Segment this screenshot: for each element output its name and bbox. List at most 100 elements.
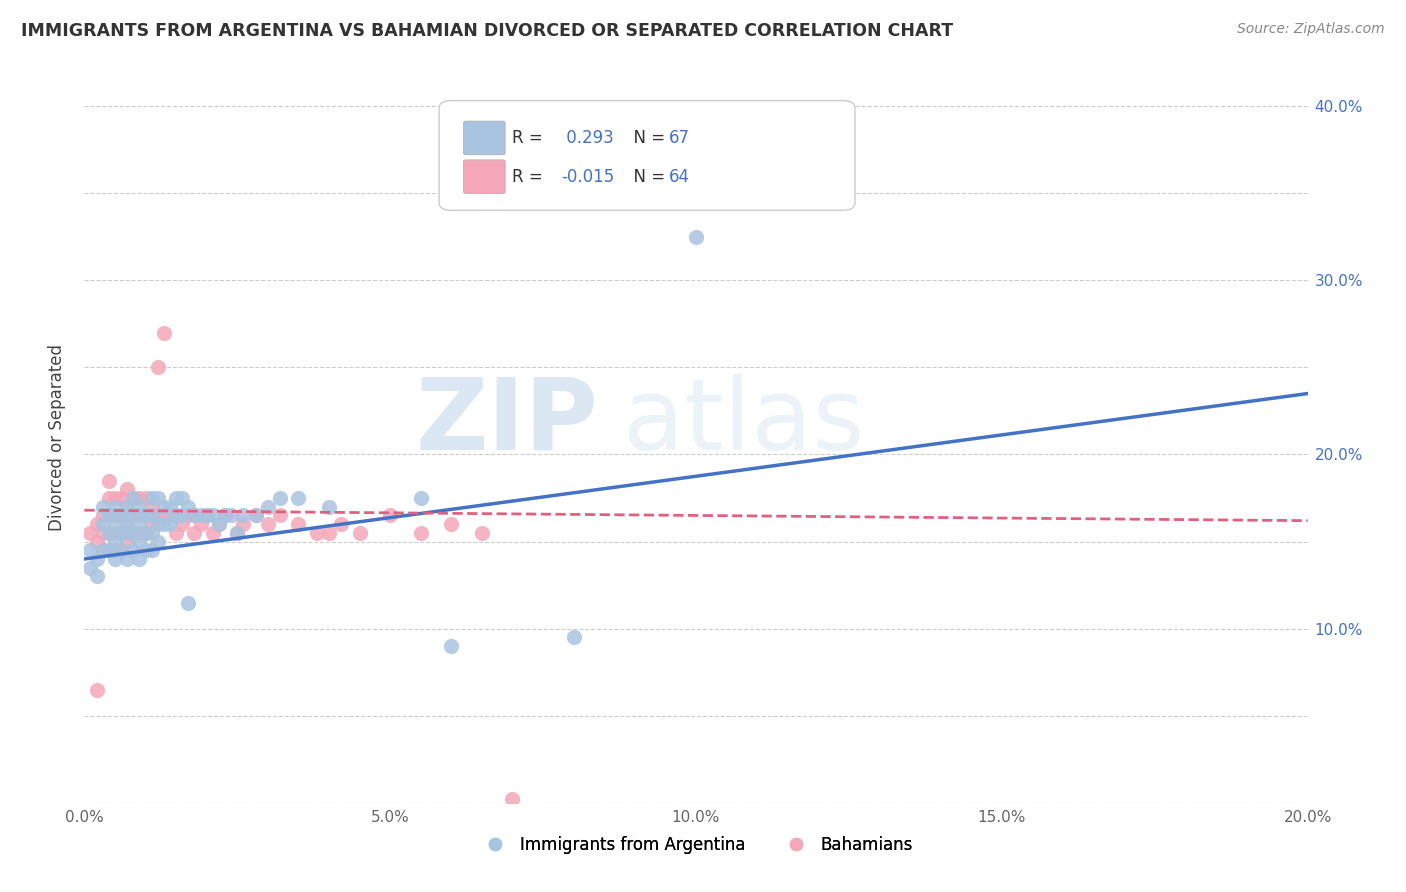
Point: [226, 525, 249, 540]
Text: R =: R =: [513, 168, 548, 186]
Point: [91, 543, 114, 558]
Point: [409, 525, 432, 540]
Point: [287, 517, 309, 532]
Point: [330, 517, 353, 532]
Point: [349, 525, 371, 540]
Point: [104, 525, 127, 540]
Text: R =: R =: [513, 129, 548, 147]
Point: [214, 508, 236, 523]
Point: [110, 491, 132, 505]
Point: [110, 508, 132, 523]
Point: [409, 491, 432, 505]
Point: [208, 517, 231, 532]
Point: [86, 552, 108, 566]
Point: [115, 483, 138, 497]
Point: [172, 517, 194, 532]
Point: [141, 517, 163, 532]
Point: [141, 500, 163, 514]
Point: [115, 517, 138, 532]
Text: N =: N =: [623, 168, 669, 186]
Point: [159, 508, 181, 523]
Point: [97, 508, 120, 523]
Point: [471, 525, 494, 540]
Text: ZIP: ZIP: [415, 374, 598, 471]
Point: [201, 525, 224, 540]
Point: [165, 508, 187, 523]
Point: [177, 500, 200, 514]
Point: [153, 500, 176, 514]
Point: [183, 508, 205, 523]
Point: [201, 508, 224, 523]
Point: [257, 500, 280, 514]
Point: [128, 500, 150, 514]
Point: [141, 543, 163, 558]
Point: [79, 543, 101, 558]
Point: [110, 508, 132, 523]
Legend: Immigrants from Argentina, Bahamians: Immigrants from Argentina, Bahamians: [472, 829, 920, 860]
Point: [153, 326, 176, 340]
Point: [245, 508, 267, 523]
Point: [122, 491, 145, 505]
Text: N =: N =: [623, 129, 669, 147]
Point: [153, 517, 176, 532]
Point: [141, 491, 163, 505]
FancyBboxPatch shape: [439, 101, 855, 211]
Point: [214, 508, 236, 523]
Point: [122, 525, 145, 540]
Point: [86, 517, 108, 532]
Point: [97, 508, 120, 523]
Point: [269, 491, 291, 505]
Point: [146, 508, 169, 523]
Point: [226, 525, 249, 540]
Point: [135, 525, 157, 540]
Text: 67: 67: [669, 129, 690, 147]
Point: [562, 631, 585, 645]
Point: [104, 500, 127, 514]
Text: atlas: atlas: [623, 374, 865, 471]
Point: [146, 491, 169, 505]
Point: [97, 525, 120, 540]
Point: [97, 474, 120, 488]
Point: [128, 508, 150, 523]
Point: [135, 508, 157, 523]
Point: [287, 491, 309, 505]
Point: [190, 508, 212, 523]
Point: [135, 543, 157, 558]
Point: [146, 534, 169, 549]
Point: [172, 508, 194, 523]
Point: [91, 508, 114, 523]
Point: [79, 560, 101, 574]
Text: Source: ZipAtlas.com: Source: ZipAtlas.com: [1237, 22, 1385, 37]
FancyBboxPatch shape: [464, 160, 505, 194]
Point: [245, 508, 267, 523]
Point: [380, 508, 402, 523]
Point: [232, 508, 254, 523]
FancyBboxPatch shape: [464, 121, 505, 154]
Point: [104, 517, 127, 532]
Point: [177, 508, 200, 523]
Point: [208, 517, 231, 532]
Point: [318, 500, 340, 514]
Point: [141, 525, 163, 540]
Point: [195, 508, 218, 523]
Text: 64: 64: [669, 168, 690, 186]
Point: [91, 525, 114, 540]
Point: [318, 525, 340, 540]
Point: [86, 682, 108, 697]
Text: 0.293: 0.293: [561, 129, 614, 147]
Point: [122, 508, 145, 523]
Point: [122, 508, 145, 523]
Point: [128, 534, 150, 549]
Point: [79, 525, 101, 540]
Point: [135, 491, 157, 505]
Point: [122, 525, 145, 540]
Point: [115, 517, 138, 532]
Point: [104, 552, 127, 566]
Point: [104, 543, 127, 558]
Point: [135, 508, 157, 523]
Point: [122, 543, 145, 558]
Point: [165, 525, 187, 540]
Point: [128, 525, 150, 540]
Point: [115, 500, 138, 514]
Point: [110, 525, 132, 540]
